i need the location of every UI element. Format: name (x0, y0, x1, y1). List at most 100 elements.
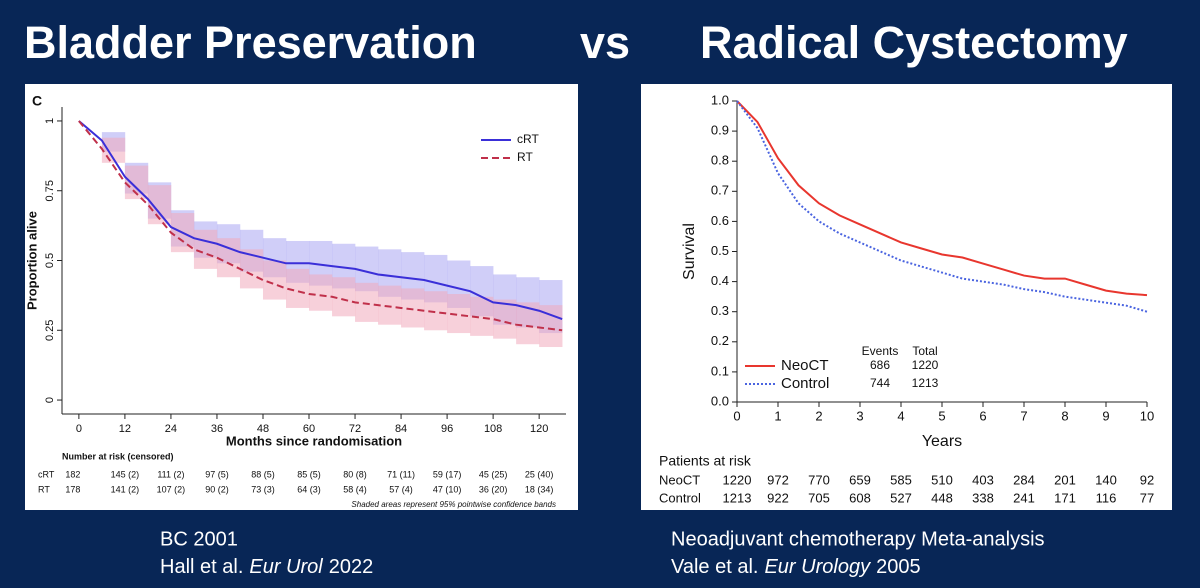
confidence-band (493, 299, 517, 339)
title-left: Bladder Preservation (24, 17, 477, 68)
legend-value: 686 (870, 358, 890, 372)
series-line (78, 120, 563, 321)
risk-value: 182 (65, 469, 80, 479)
legend-header: Events (862, 344, 899, 358)
confidence-band (516, 302, 540, 345)
x-tick-label: 1 (774, 408, 781, 423)
y-tick-label: 0.6 (711, 213, 729, 228)
risk-row-name: cRT (38, 469, 55, 479)
risk-value: 608 (849, 490, 871, 505)
risk-value: 585 (890, 472, 912, 487)
risk-value: 241 (1013, 490, 1035, 505)
chart-panel (641, 84, 1172, 510)
y-tick-label: 0.5 (44, 253, 56, 268)
risk-value: 97 (5) (205, 469, 229, 479)
risk-value: 403 (972, 472, 994, 487)
caption-year: 2022 (329, 556, 374, 578)
x-tick-label: 36 (211, 423, 223, 435)
x-tick-label: 9 (1102, 408, 1109, 423)
risk-value: 58 (4) (343, 484, 367, 494)
x-tick-label: 5 (938, 408, 945, 423)
risk-value: 141 (2) (111, 484, 140, 494)
confidence-band (401, 288, 425, 328)
y-axis-label: Survival (681, 223, 698, 280)
confidence-band (447, 293, 471, 334)
confidence-band (355, 246, 379, 292)
x-tick-label: 0 (76, 423, 82, 435)
x-axis-label: Years (922, 433, 962, 450)
series-line (736, 100, 1148, 297)
risk-value: 770 (808, 472, 830, 487)
legend-value: 1213 (912, 376, 939, 390)
risk-value: 47 (10) (433, 484, 462, 494)
risk-value: 18 (34) (525, 484, 554, 494)
y-tick-label: 0.3 (711, 303, 729, 318)
x-tick-label: 108 (484, 423, 502, 435)
risk-row-name: RT (38, 484, 50, 494)
legend-value: 1220 (912, 358, 939, 372)
title-right: Radical Cystectomy (700, 17, 1128, 68)
risk-value: 1213 (723, 490, 752, 505)
confidence-band (539, 305, 563, 348)
risk-value: 25 (40) (525, 469, 554, 479)
title-vs: vs (580, 17, 630, 68)
x-tick-label: 12 (119, 423, 131, 435)
x-tick-label: 7 (1020, 408, 1027, 423)
y-tick-label: 0 (44, 397, 56, 403)
risk-value: 77 (1140, 490, 1154, 505)
risk-value: 448 (931, 490, 953, 505)
risk-table-title: Patients at risk (659, 453, 752, 469)
risk-value: 338 (972, 490, 994, 505)
series-line (78, 120, 563, 332)
confidence-band (401, 252, 425, 300)
risk-value: 284 (1013, 472, 1035, 487)
y-tick-label: 0.8 (711, 153, 729, 168)
risk-value: 57 (4) (389, 484, 413, 494)
legend-value: 744 (870, 376, 890, 390)
risk-value: 45 (25) (479, 469, 508, 479)
x-tick-label: 4 (897, 408, 904, 423)
risk-value: 116 (1096, 490, 1117, 505)
risk-value: 80 (8) (343, 469, 367, 479)
caption: Hall et al. Eur Urol 2022 (160, 556, 373, 578)
risk-value: 659 (849, 472, 871, 487)
risk-value: 178 (65, 484, 80, 494)
footnote: Shaded areas represent 95% pointwise con… (351, 500, 556, 509)
caption: BC 2001 (160, 528, 238, 550)
panel-label: C (32, 93, 42, 109)
caption-authors: Vale et al. (671, 556, 758, 578)
x-axis-label: Months since randomisation (226, 433, 402, 448)
y-tick-label: 0.1 (711, 363, 729, 378)
risk-value: 922 (767, 490, 789, 505)
risk-value: 111 (2) (157, 469, 184, 479)
risk-value: 527 (890, 490, 912, 505)
caption-year: 2005 (876, 556, 921, 578)
risk-value: 510 (931, 472, 953, 487)
risk-value: 73 (3) (251, 484, 275, 494)
x-tick-label: 10 (1140, 408, 1154, 423)
x-tick-label: 96 (441, 423, 453, 435)
confidence-band (378, 249, 402, 297)
y-tick-label: 1.0 (711, 92, 729, 107)
confidence-band (332, 277, 356, 317)
risk-value: 59 (17) (433, 469, 462, 479)
risk-value: 1220 (723, 472, 752, 487)
x-tick-label: 8 (1061, 408, 1068, 423)
risk-value: 140 (1095, 472, 1117, 487)
x-tick-label: 60 (303, 423, 315, 435)
caption-journal: Eur Urology (764, 556, 871, 578)
y-tick-label: 0.7 (711, 183, 729, 198)
y-tick-label: 0.2 (711, 333, 729, 348)
risk-value: 36 (20) (479, 484, 508, 494)
confidence-band (193, 229, 218, 269)
legend-label: RT (517, 150, 533, 164)
x-tick-label: 6 (979, 408, 986, 423)
risk-value: 145 (2) (111, 469, 140, 479)
legend-label: Control (781, 375, 829, 392)
confidence-band (470, 296, 494, 336)
risk-value: 171 (1054, 490, 1076, 505)
risk-value: 90 (2) (205, 484, 229, 494)
confidence-band (309, 274, 333, 311)
caption: Vale et al. Eur Urology 2005 (671, 556, 921, 578)
